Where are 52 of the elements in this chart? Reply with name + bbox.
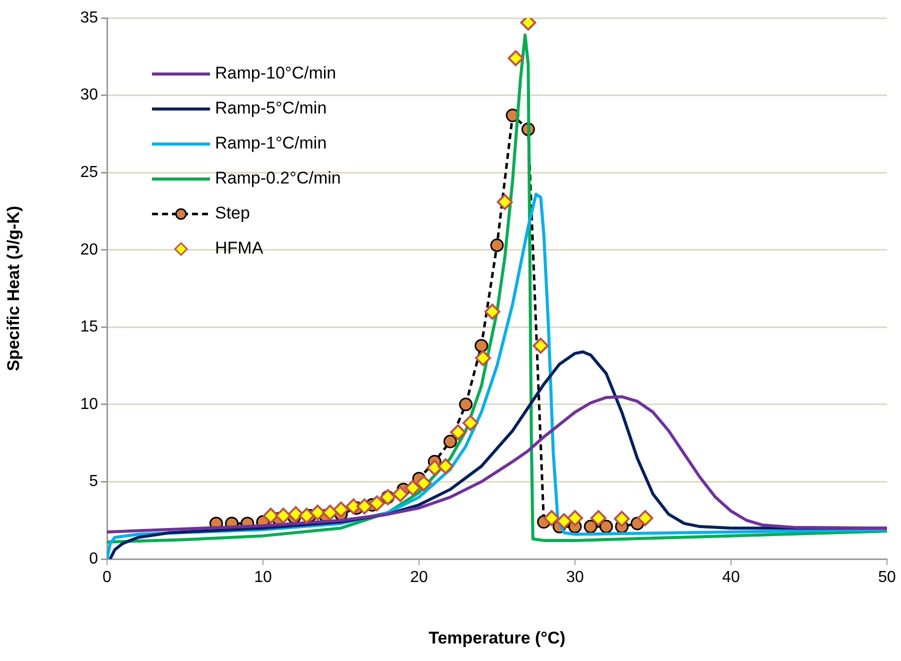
point	[443, 434, 457, 448]
legend-label: Ramp-10°C/min	[215, 64, 336, 83]
point	[532, 338, 549, 354]
y-tick-label: 35	[80, 9, 98, 26]
point	[496, 194, 513, 210]
x-tick-label: 30	[566, 569, 584, 586]
y-tick-label: 5	[89, 473, 98, 490]
point	[322, 504, 338, 521]
legend-label: HFMA	[215, 238, 264, 258]
point	[392, 486, 408, 502]
point	[450, 424, 466, 440]
x-tick-label: 40	[722, 569, 740, 586]
legend-label: Ramp-1°C/min	[215, 134, 327, 153]
point	[484, 304, 500, 320]
point	[333, 502, 349, 518]
point	[275, 508, 292, 524]
x-tick-label: 50	[878, 569, 896, 586]
x-tick-label: 0	[102, 569, 112, 586]
point	[590, 510, 606, 526]
y-tick-label: 15	[80, 318, 98, 336]
point	[368, 495, 385, 512]
point	[262, 508, 279, 524]
y-tick-label: 0	[89, 550, 98, 568]
x-tick-label: 20	[410, 569, 428, 586]
y-tick-label: 20	[80, 241, 98, 258]
point	[404, 480, 421, 496]
y-axis-title: Specific Heat (J/g-K)	[4, 206, 23, 372]
point	[438, 458, 454, 474]
point	[599, 520, 613, 534]
point	[459, 398, 473, 412]
point	[637, 510, 654, 526]
y-tick-label: 25	[80, 164, 98, 181]
point	[490, 238, 504, 252]
point	[462, 414, 478, 431]
point	[426, 460, 443, 476]
legend-label: Ramp-0.2°C/min	[215, 168, 341, 188]
x-axis-title: Temperature (°C)	[428, 628, 566, 648]
legend-label: Step	[215, 204, 250, 223]
point	[356, 498, 372, 514]
point	[556, 513, 572, 530]
point	[567, 510, 583, 526]
point	[474, 338, 488, 352]
point	[508, 50, 524, 66]
point	[544, 510, 560, 526]
x-tick-label: 10	[254, 569, 272, 586]
y-tick-label: 30	[80, 86, 98, 104]
point	[474, 350, 491, 366]
point	[614, 510, 630, 527]
point	[584, 520, 598, 534]
legend-label: Ramp-5°C/min	[215, 98, 327, 118]
point	[416, 475, 432, 492]
y-tick-label: 10	[80, 396, 98, 413]
